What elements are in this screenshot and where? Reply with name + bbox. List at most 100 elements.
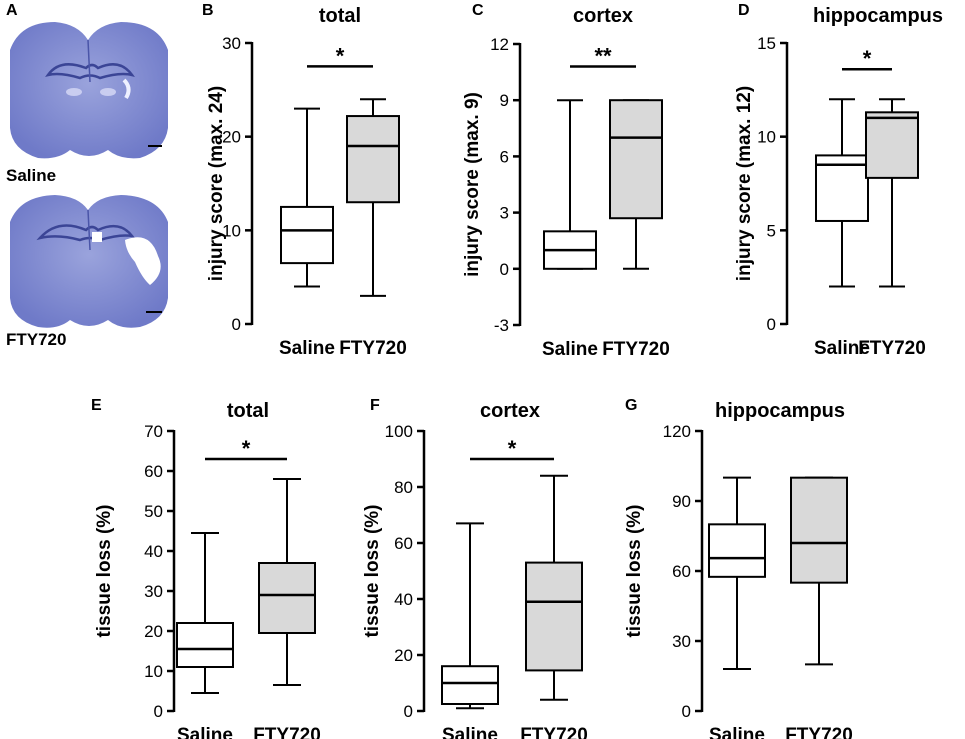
- y-tick-label: 120: [663, 422, 691, 441]
- significance-stars: *: [863, 46, 872, 71]
- box-iqr: [790, 476, 848, 584]
- y-tick-label: 30: [144, 582, 163, 601]
- significance-stars: *: [336, 43, 345, 68]
- box-iqr: [176, 622, 234, 668]
- category-label: Saline: [542, 339, 598, 360]
- category-label: Saline: [279, 338, 335, 359]
- category-label: FTY720: [520, 725, 588, 739]
- y-tick-label: 60: [672, 562, 691, 581]
- panel-letter-b: B: [202, 2, 214, 19]
- box-iqr: [708, 523, 766, 578]
- box-iqr: [346, 115, 400, 204]
- box-saline: [708, 476, 766, 670]
- panel-letter-g: G: [625, 397, 637, 414]
- y-tick-label: 12: [490, 35, 509, 54]
- box-iqr: [815, 154, 869, 222]
- chart-title: cortex: [480, 400, 540, 422]
- significance-stars: *: [508, 436, 517, 461]
- category-label: FTY720: [858, 338, 926, 359]
- y-tick-label: 60: [144, 462, 163, 481]
- box-fty720: [258, 478, 316, 686]
- y-tick-label: 5: [767, 221, 776, 240]
- box-fty720: [346, 98, 400, 297]
- box-iqr: [525, 561, 583, 672]
- brain-section-saline-image: [10, 22, 168, 159]
- box-iqr: [609, 99, 663, 220]
- category-label: Saline: [814, 338, 870, 359]
- y-tick-label: 6: [500, 147, 509, 166]
- category-label: FTY720: [785, 725, 853, 739]
- category-label: FTY720: [339, 338, 407, 359]
- y-tick-label: 10: [757, 128, 776, 147]
- y-tick-label: 0: [232, 315, 241, 334]
- chart-title: total: [319, 5, 361, 27]
- y-axis-label: injury score (max. 9): [462, 92, 483, 277]
- category-label: FTY720: [253, 725, 321, 739]
- significance-stars: **: [594, 43, 612, 68]
- box-iqr: [280, 205, 334, 265]
- panel-letter-e: E: [91, 397, 102, 414]
- y-tick-label: 0: [767, 315, 776, 334]
- y-tick-label: 50: [144, 502, 163, 521]
- y-tick-label: 70: [144, 422, 163, 441]
- y-axis-label: tissue loss (%): [94, 504, 115, 637]
- box-saline: [280, 107, 334, 288]
- chart-title: total: [227, 400, 269, 422]
- y-tick-label: 0: [682, 702, 691, 721]
- panel-letter-c: C: [472, 2, 484, 19]
- category-label: Saline: [177, 725, 233, 739]
- box-iqr: [865, 111, 919, 179]
- image-label-saline: Saline: [6, 166, 56, 185]
- box-fty720: [525, 474, 583, 701]
- chart-title: hippocampus: [715, 400, 845, 422]
- y-tick-label: 30: [222, 34, 241, 53]
- y-tick-label: 15: [757, 34, 776, 53]
- y-tick-label: 80: [394, 478, 413, 497]
- y-tick-label: 20: [394, 646, 413, 665]
- y-axis-label: tissue loss (%): [624, 504, 645, 637]
- panel-letter-a: A: [6, 2, 18, 19]
- y-tick-label: 9: [500, 91, 509, 110]
- y-tick-label: 0: [500, 260, 509, 279]
- image-label-fty720: FTY720: [6, 330, 66, 349]
- y-axis-label: tissue loss (%): [362, 504, 383, 637]
- y-tick-label: 100: [385, 422, 413, 441]
- box-fty720: [865, 98, 919, 288]
- box-saline: [176, 532, 234, 694]
- y-tick-label: 20: [222, 128, 241, 147]
- significance-stars: *: [242, 436, 251, 461]
- y-tick-label: 10: [144, 662, 163, 681]
- category-label: Saline: [442, 725, 498, 739]
- box-iqr: [441, 665, 499, 706]
- chart-title: cortex: [573, 5, 633, 27]
- chart-title: hippocampus: [813, 5, 943, 27]
- category-label: Saline: [709, 725, 765, 739]
- y-tick-label: 0: [404, 702, 413, 721]
- panel-letter-d: D: [738, 2, 750, 19]
- y-tick-label: 10: [222, 221, 241, 240]
- y-tick-label: 40: [144, 542, 163, 561]
- y-tick-label: 90: [672, 492, 691, 511]
- box-saline: [815, 98, 869, 288]
- category-label: FTY720: [602, 339, 670, 360]
- panel-a: A Saline FTY720: [6, 2, 168, 349]
- y-tick-label: 0: [154, 702, 163, 721]
- y-tick-label: -3: [494, 316, 509, 335]
- y-tick-label: 40: [394, 590, 413, 609]
- box-saline: [543, 99, 597, 270]
- box-fty720: [790, 476, 848, 666]
- y-tick-label: 20: [144, 622, 163, 641]
- y-tick-label: 30: [672, 632, 691, 651]
- y-axis-label: injury score (max. 12): [734, 86, 755, 281]
- y-axis-label: injury score (max. 24): [206, 86, 227, 281]
- y-tick-label: 3: [500, 204, 509, 223]
- panel-letter-f: F: [370, 397, 380, 414]
